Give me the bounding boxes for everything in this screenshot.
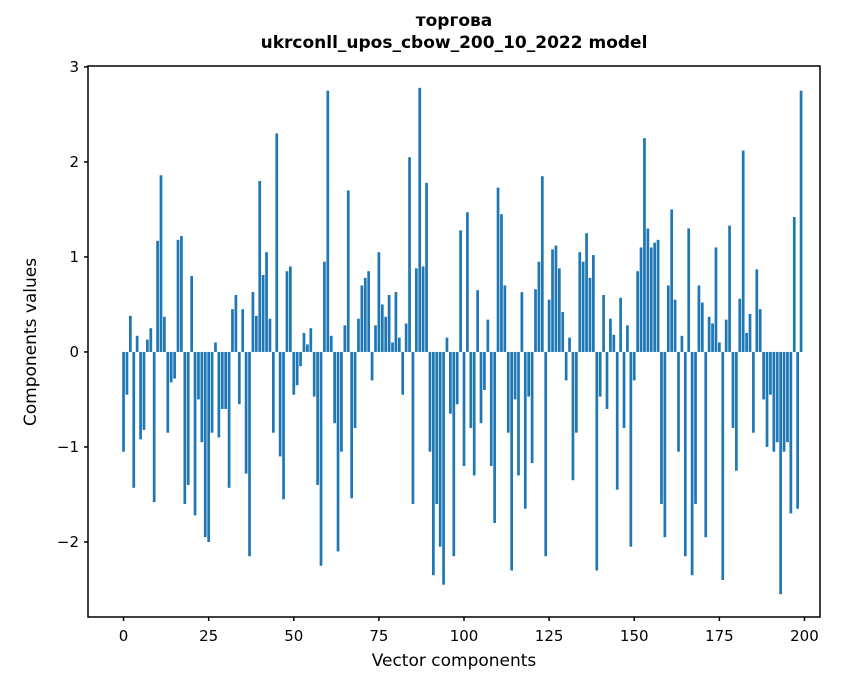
svg-text:75: 75 bbox=[369, 627, 388, 645]
svg-text:0: 0 bbox=[119, 627, 129, 645]
svg-text:50: 50 bbox=[284, 627, 303, 645]
svg-text:2: 2 bbox=[69, 153, 79, 171]
bars-group bbox=[122, 87, 803, 595]
axis-ticks-group: 0 25 50 75 100 125 150 175 200 3 2 1 0 −1 −2 bbox=[57, 58, 819, 645]
svg-text:25: 25 bbox=[199, 627, 218, 645]
svg-text:−2: −2 bbox=[57, 533, 79, 551]
svg-text:3: 3 bbox=[69, 58, 79, 76]
chart-title-model: ukrconll_upos_cbow_200_10_2022 model bbox=[260, 33, 648, 53]
plot-border bbox=[87, 65, 821, 618]
svg-text:150: 150 bbox=[620, 627, 649, 645]
svg-text:0: 0 bbox=[69, 343, 79, 361]
svg-text:1: 1 bbox=[69, 248, 79, 266]
svg-text:−1: −1 bbox=[57, 438, 79, 456]
svg-text:100: 100 bbox=[450, 627, 479, 645]
x-axis-label: Vector components bbox=[371, 651, 537, 671]
chart-title-word: торгова bbox=[415, 11, 493, 31]
svg-text:175: 175 bbox=[705, 627, 734, 645]
svg-text:125: 125 bbox=[535, 627, 564, 645]
chart-title: торгова ukrconll_upos_cbow_200_10_2022 m… bbox=[88, 10, 820, 54]
svg-text:200: 200 bbox=[790, 627, 819, 645]
